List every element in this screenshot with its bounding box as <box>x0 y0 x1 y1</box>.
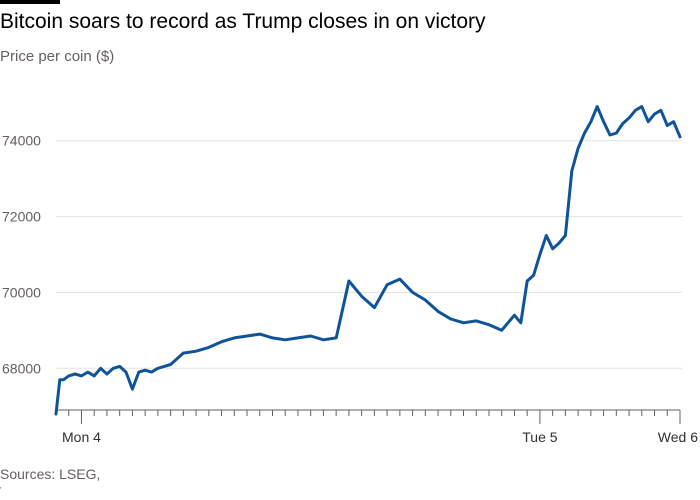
data-point <box>309 335 312 337</box>
data-point <box>571 170 573 172</box>
brand-bar <box>0 0 60 4</box>
data-point <box>373 306 376 309</box>
data-point <box>545 234 548 237</box>
data-point <box>475 320 478 322</box>
data-point <box>679 136 681 138</box>
data-point <box>424 299 427 301</box>
data-point <box>564 234 567 237</box>
data-point <box>520 322 522 324</box>
x-tick-label: Tue 5 <box>522 429 557 445</box>
data-point <box>125 371 127 373</box>
data-point <box>335 337 338 339</box>
data-point <box>641 105 643 108</box>
data-point <box>106 373 108 375</box>
data-point <box>577 147 579 150</box>
data-point <box>195 350 197 353</box>
data-point <box>67 375 70 377</box>
data-point <box>666 124 669 127</box>
data-point <box>462 322 465 324</box>
chart-title: Bitcoin soars to record as Trump closes … <box>0 10 486 33</box>
data-point <box>118 365 121 368</box>
y-tick-label: 72000 <box>2 209 41 225</box>
data-point <box>621 122 624 125</box>
data-point <box>558 242 560 244</box>
data-point <box>55 413 57 415</box>
y-axis-label: Price per coin ($) <box>0 48 115 65</box>
data-point <box>551 248 554 250</box>
data-point <box>157 367 159 370</box>
data-point <box>297 337 299 339</box>
data-point <box>259 333 261 335</box>
data-point <box>399 278 401 280</box>
data-point <box>526 280 528 282</box>
data-point <box>590 120 592 123</box>
data-point <box>596 105 598 108</box>
data-point <box>112 367 115 370</box>
data-point <box>360 295 363 298</box>
data-point <box>660 109 662 112</box>
source-note: Sources: LSEG, <box>0 466 101 482</box>
data-point <box>615 132 618 134</box>
data-point <box>220 340 223 343</box>
footer-mark: ' <box>0 486 2 495</box>
data-point <box>513 314 516 317</box>
data-point <box>208 346 210 349</box>
data-point <box>182 352 185 354</box>
data-point <box>87 371 89 373</box>
data-point <box>131 388 134 390</box>
data-point <box>609 134 611 136</box>
data-point <box>450 318 452 320</box>
data-point <box>246 335 248 337</box>
data-point <box>74 373 76 375</box>
data-point <box>539 253 541 256</box>
data-point <box>284 339 287 341</box>
data-point <box>602 120 605 123</box>
data-point <box>59 378 61 381</box>
data-point <box>169 363 172 366</box>
data-point <box>348 280 350 282</box>
data-point <box>233 337 236 339</box>
data-point <box>653 113 656 115</box>
data-point <box>271 337 274 339</box>
data-point <box>386 284 388 286</box>
data-point <box>80 375 83 377</box>
x-tick-label: Wed 6 <box>658 429 698 445</box>
data-point <box>500 329 503 332</box>
price-line-chart: 68000 70000 72000 74000 Mon 4 Tue 5 Wed 6 <box>2 105 698 445</box>
data-point <box>672 120 675 123</box>
data-point <box>628 117 630 119</box>
data-point <box>532 274 535 277</box>
data-point <box>163 365 165 368</box>
y-tick-label: 68000 <box>2 360 41 376</box>
y-tick-label: 74000 <box>2 133 41 149</box>
data-point <box>634 109 637 112</box>
data-point <box>138 371 140 373</box>
y-tick-label: 70000 <box>2 284 41 300</box>
data-point <box>99 367 102 370</box>
data-point <box>437 310 439 313</box>
data-point <box>488 323 490 326</box>
data-point <box>583 132 586 134</box>
data-point <box>144 369 146 372</box>
data-point <box>411 291 414 294</box>
data-point <box>93 375 95 377</box>
data-point <box>150 371 153 373</box>
data-point <box>322 339 325 341</box>
data-point <box>647 120 649 123</box>
data-point <box>62 378 65 381</box>
x-tick-label: Mon 4 <box>62 429 101 445</box>
price-series-line <box>54 105 682 416</box>
